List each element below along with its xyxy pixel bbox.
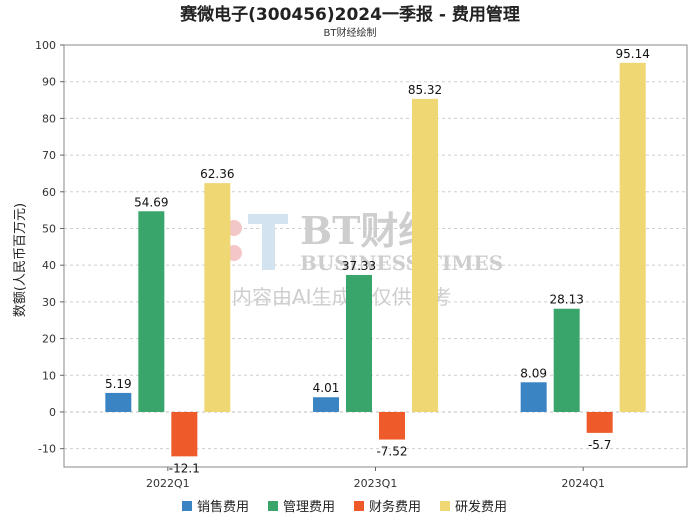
bar bbox=[204, 183, 231, 412]
y-tick-label: 50 bbox=[42, 222, 56, 235]
bars bbox=[105, 62, 646, 457]
chart-subtitle: BT财经绘制 bbox=[324, 26, 377, 39]
bar bbox=[138, 211, 165, 412]
bar bbox=[379, 411, 405, 440]
y-tick-label: -10 bbox=[38, 443, 56, 456]
legend-swatch bbox=[440, 501, 450, 511]
watermark-logo-stem bbox=[262, 224, 275, 270]
legend-label: 财务费用 bbox=[369, 499, 421, 515]
data-label: 62.36 bbox=[200, 167, 234, 181]
bar bbox=[346, 274, 372, 412]
data-label: 95.14 bbox=[615, 47, 649, 61]
bar bbox=[619, 62, 646, 412]
y-tick-label: 70 bbox=[42, 149, 56, 162]
data-label: 8.09 bbox=[520, 366, 547, 380]
x-tick-label: 2022Q1 bbox=[146, 477, 190, 490]
data-label: -5.7 bbox=[588, 438, 611, 452]
legend-label: 管理费用 bbox=[283, 500, 335, 515]
x-tick-label: 2024Q1 bbox=[561, 477, 605, 490]
y-tick-label: 100 bbox=[35, 39, 56, 52]
legend-swatch bbox=[182, 501, 192, 511]
data-label: -7.52 bbox=[376, 445, 407, 459]
data-label: 5.19 bbox=[105, 377, 132, 391]
legend-swatch bbox=[268, 501, 278, 511]
legend: 销售费用 管理费用 财务费用 研发费用 bbox=[182, 499, 507, 515]
legend-label: 销售费用 bbox=[197, 499, 249, 515]
bar bbox=[171, 411, 198, 457]
y-tick-label: 10 bbox=[42, 369, 56, 382]
watermark-brand-en: BUSINESS TIMES bbox=[300, 251, 503, 275]
watermark-logo-top bbox=[248, 214, 288, 224]
y-axis-label: 数额(人民币百万元) bbox=[13, 203, 28, 317]
legend-label: 研发费用 bbox=[455, 499, 507, 515]
data-labels: 5.19 54.69 -12.1 62.36 4.01 37.33 -7.52 85.32 8.… bbox=[105, 47, 650, 476]
data-label: 54.69 bbox=[134, 195, 168, 209]
y-tick-label: 80 bbox=[42, 112, 56, 125]
watermark: BT财经 BUSINESS TIMES 内容由AI生成，仅供参考 bbox=[205, 208, 503, 309]
bar bbox=[586, 411, 613, 433]
data-label: 37.33 bbox=[342, 259, 376, 273]
y-tick-label: 90 bbox=[42, 76, 56, 89]
y-tick-label: 40 bbox=[42, 259, 56, 272]
data-label: 85.32 bbox=[408, 83, 442, 97]
y-tick-label: 60 bbox=[42, 186, 56, 199]
bar bbox=[313, 397, 339, 412]
data-label: 28.13 bbox=[549, 293, 583, 307]
axes: -10 0 10 20 30 40 50 60 70 80 90 100 2022Q1 2023Q1 202… bbox=[35, 39, 605, 490]
y-tick-label: 20 bbox=[42, 333, 56, 346]
chart-title: 赛微电子(300456)2024一季报 - 费用管理 bbox=[179, 4, 520, 25]
x-tick-label: 2023Q1 bbox=[354, 477, 398, 490]
bar bbox=[105, 392, 132, 412]
y-tick-label: 0 bbox=[49, 406, 56, 419]
bar bbox=[520, 382, 547, 412]
legend-swatch bbox=[354, 501, 364, 511]
data-label: -12.1 bbox=[169, 461, 200, 475]
data-label: 4.01 bbox=[313, 381, 340, 395]
y-tick-label: 30 bbox=[42, 296, 56, 309]
bar bbox=[412, 98, 438, 412]
bar bbox=[553, 308, 580, 412]
